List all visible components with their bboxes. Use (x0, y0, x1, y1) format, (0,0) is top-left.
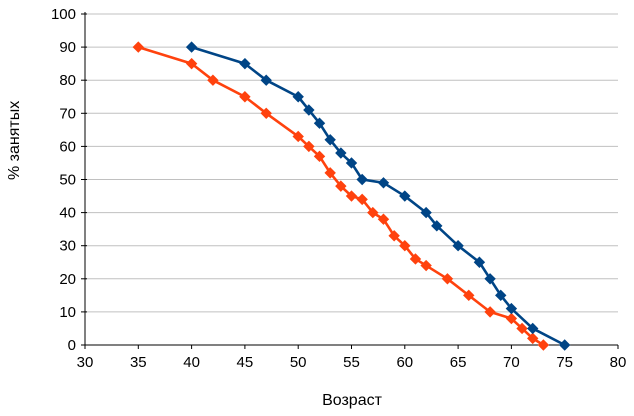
marker-employment-rate-red-20 (484, 306, 496, 318)
marker-employment-rate-blue-14 (452, 239, 464, 252)
marker-employment-rate-red-4 (260, 107, 272, 120)
y-tick-label-0: 0 (68, 337, 76, 354)
series-line-employment-rate-red (137, 45, 545, 347)
marker-employment-rate-blue-13 (431, 220, 443, 232)
marker-employment-rate-red-12 (367, 206, 379, 219)
marker-employment-rate-red-3 (239, 91, 251, 103)
marker-employment-rate-red-23 (527, 332, 539, 345)
marker-employment-rate-red-16 (409, 253, 422, 265)
marker-employment-rate-blue-9 (356, 173, 368, 186)
x-axis-title: Возраст (322, 392, 382, 409)
marker-employment-rate-red-8 (324, 167, 336, 179)
y-tick-label-10: 10 (59, 304, 76, 321)
x-tick-label-35: 35 (130, 354, 147, 371)
marker-employment-rate-red-17 (420, 259, 432, 272)
marker-employment-rate-blue-12 (420, 206, 432, 219)
y-tick-label-30: 30 (59, 238, 76, 255)
marker-employment-rate-blue-17 (495, 289, 507, 302)
marker-employment-rate-blue-5 (313, 117, 326, 129)
x-tick-label-50: 50 (290, 354, 307, 371)
y-tick-label-70: 70 (59, 105, 76, 122)
y-tick-label-40: 40 (59, 205, 76, 222)
y-tick-label-80: 80 (59, 72, 76, 89)
x-tick-label-70: 70 (503, 354, 520, 371)
marker-employment-rate-red-24 (537, 339, 550, 351)
marker-employment-rate-blue-19 (527, 322, 539, 335)
y-tick-label-60: 60 (59, 138, 76, 155)
x-tick-label-55: 55 (343, 354, 360, 371)
marker-employment-rate-blue-4 (303, 104, 315, 116)
marker-employment-rate-blue-0 (185, 41, 198, 53)
marker-employment-rate-red-13 (377, 213, 390, 225)
marker-employment-rate-blue-2 (260, 74, 272, 86)
marker-employment-rate-blue-7 (335, 147, 347, 159)
y-tick-label-50: 50 (59, 172, 76, 189)
marker-employment-rate-blue-16 (484, 273, 496, 285)
marker-employment-rate-blue-10 (377, 177, 390, 189)
y-tick-label-100: 100 (51, 6, 76, 23)
marker-employment-rate-blue-3 (292, 91, 304, 103)
y-tick-label-20: 20 (59, 271, 76, 288)
marker-employment-rate-red-5 (292, 130, 304, 143)
marker-employment-rate-red-2 (207, 74, 219, 86)
marker-employment-rate-red-0 (132, 41, 145, 53)
x-tick-label-30: 30 (77, 354, 94, 371)
marker-employment-rate-red-14 (388, 230, 400, 242)
marker-employment-rate-red-6 (303, 140, 315, 153)
marker-employment-rate-blue-11 (399, 190, 411, 202)
x-tick-label-40: 40 (183, 354, 200, 371)
x-tick-label-80: 80 (610, 354, 627, 371)
marker-employment-rate-blue-1 (239, 57, 251, 70)
marker-employment-rate-blue-18 (505, 302, 518, 315)
marker-employment-rate-blue-15 (473, 256, 486, 268)
marker-employment-rate-blue-8 (345, 157, 358, 169)
series-line-employment-rate-blue (190, 45, 567, 347)
marker-employment-rate-red-11 (356, 193, 368, 206)
x-tick-label-65: 65 (450, 354, 467, 371)
x-tick-label-45: 45 (237, 354, 254, 371)
x-tick-label-60: 60 (396, 354, 413, 371)
y-tick-label-90: 90 (59, 39, 76, 56)
marker-employment-rate-red-21 (505, 312, 518, 325)
x-tick-label-75: 75 (556, 354, 573, 371)
marker-employment-rate-red-9 (335, 180, 347, 192)
marker-employment-rate-red-15 (399, 239, 411, 252)
marker-employment-rate-red-19 (463, 289, 475, 302)
marker-employment-rate-blue-20 (558, 339, 571, 351)
marker-employment-rate-red-22 (516, 322, 528, 335)
marker-employment-rate-red-10 (345, 190, 358, 202)
marker-employment-rate-blue-6 (324, 134, 336, 146)
marker-employment-rate-red-7 (313, 150, 326, 163)
marker-employment-rate-red-18 (441, 273, 454, 285)
marker-employment-rate-red-1 (185, 57, 198, 70)
y-axis-title: % занятых (6, 100, 23, 180)
